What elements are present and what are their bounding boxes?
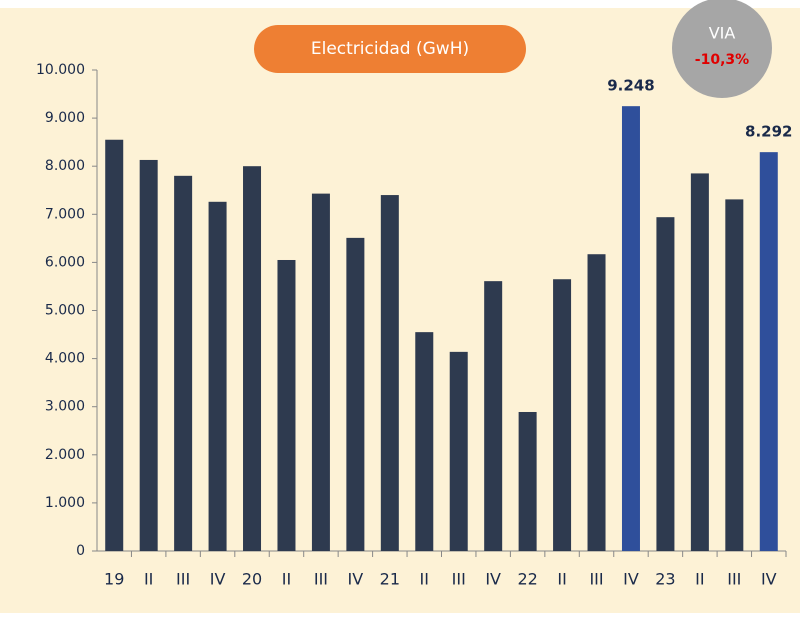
bar: [208, 201, 227, 551]
x-tick-label: II: [144, 570, 153, 589]
x-tick-label: II: [557, 570, 566, 589]
y-tick-label: 9.000: [45, 110, 85, 126]
y-tick-label: 5.000: [45, 303, 85, 319]
bar: [656, 217, 675, 551]
bar: [518, 411, 537, 551]
y-tick-label: 10.000: [36, 62, 85, 78]
bar: [105, 139, 124, 551]
title-pill: [254, 25, 526, 73]
x-tick-label: IV: [485, 570, 501, 589]
y-tick-label: 8.000: [45, 158, 85, 174]
x-tick-label: 22: [517, 570, 537, 589]
y-tick-label: 0: [76, 543, 85, 559]
x-tick-label: IV: [210, 570, 226, 589]
data-label: 8.292: [745, 123, 792, 141]
bar: [380, 195, 399, 551]
bar: [139, 159, 158, 551]
bar: [553, 279, 572, 551]
x-tick-label: II: [695, 570, 704, 589]
badge-value: -10,3%: [695, 52, 749, 68]
bar: [415, 332, 434, 551]
y-tick-label: 3.000: [45, 399, 85, 415]
bar: [277, 259, 296, 551]
y-tick-label: 1.000: [45, 495, 85, 511]
y-tick-label: 2.000: [45, 447, 85, 463]
x-tick-label: IV: [348, 570, 364, 589]
x-tick-label: 19: [104, 570, 124, 589]
bar: [174, 175, 193, 551]
y-tick-label: 6.000: [45, 254, 85, 270]
bar: [690, 173, 709, 552]
x-tick-label: IV: [623, 570, 639, 589]
bar: [621, 106, 640, 551]
badge-label: VIA: [709, 24, 736, 43]
y-tick-label: 4.000: [45, 351, 85, 367]
x-tick-label: IV: [761, 570, 777, 589]
x-tick-label: III: [589, 570, 603, 589]
x-tick-label: II: [420, 570, 429, 589]
bar: [587, 254, 606, 551]
y-tick-label: 7.000: [45, 206, 85, 222]
badge: [672, 0, 772, 98]
x-tick-label: III: [727, 570, 741, 589]
x-tick-label: 21: [380, 570, 400, 589]
bar: [243, 166, 262, 551]
x-tick-label: III: [452, 570, 466, 589]
bar: [346, 237, 365, 551]
bar: [311, 193, 330, 551]
x-tick-label: III: [176, 570, 190, 589]
x-tick-label: II: [282, 570, 291, 589]
x-tick-label: III: [314, 570, 328, 589]
bar: [484, 281, 503, 551]
x-tick-label: 20: [242, 570, 262, 589]
bar: [725, 199, 744, 551]
bar: [449, 351, 468, 551]
data-label: 9.248: [607, 77, 654, 95]
chart-title: Electricidad (GwH): [311, 39, 469, 59]
x-tick-label: 23: [655, 570, 675, 589]
bar: [759, 152, 778, 552]
